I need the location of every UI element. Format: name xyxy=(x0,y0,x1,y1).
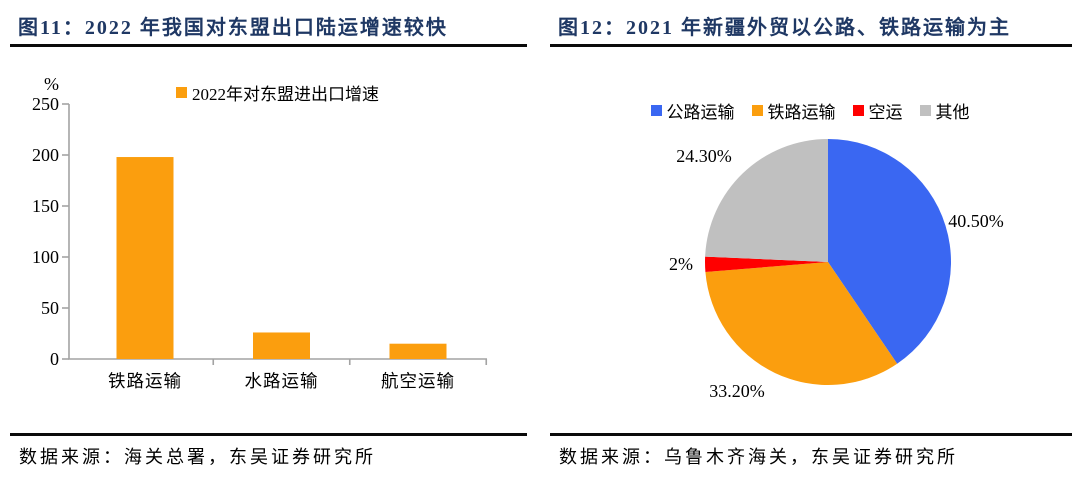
left-figure-title: 图11：2022 年我国对东盟出口陆运增速较快 xyxy=(18,17,448,39)
pie-label: 40.50% xyxy=(948,211,1004,231)
bar-水路运输 xyxy=(253,332,310,359)
legend-label: 2022年对东盟进出口增速 xyxy=(192,85,379,104)
pie-slice-公路运输 xyxy=(828,139,952,364)
y-axis-unit-label: % xyxy=(44,74,59,94)
footer-rule-left xyxy=(10,433,527,436)
pie-slice-空运 xyxy=(705,256,828,273)
pie-label: 33.20% xyxy=(709,381,765,401)
legend-swatch-icon xyxy=(751,105,763,116)
footer-rule-right xyxy=(550,433,1072,436)
legend-item-空运: 空运 xyxy=(852,98,903,123)
pie-label: 2% xyxy=(669,254,693,274)
pie-slice-其他 xyxy=(705,139,828,262)
y-tick-label: 50 xyxy=(41,298,59,318)
legend-label: 其他 xyxy=(935,103,970,122)
legend-item-2022年对东盟进出口增速: 2022年对东盟进出口增速 xyxy=(176,80,379,105)
pie-chart-svg: 40.50% 33.20% 2% 24.30% xyxy=(669,139,1004,401)
y-tick-label: 100 xyxy=(32,247,59,267)
title-rule-left xyxy=(10,44,527,47)
legend-swatch-icon xyxy=(176,87,187,98)
pie-label: 24.30% xyxy=(676,146,732,166)
legend-swatch-icon xyxy=(650,105,662,116)
bar-航空运输 xyxy=(389,343,447,359)
bar-铁路运输 xyxy=(116,157,174,359)
y-tick-label: 250 xyxy=(32,94,59,114)
right-source-text: 数据来源：乌鲁木齐海关，东吴证券研究所 xyxy=(559,447,958,467)
left-source-text: 数据来源：海关总署，东吴证券研究所 xyxy=(19,447,376,467)
title-rule-right xyxy=(550,44,1072,47)
x-category-label: 水路运输 xyxy=(245,371,319,391)
y-tick-label: 150 xyxy=(32,196,59,216)
pie-chart-legend: 公路运输 铁路运输 空运 其他 xyxy=(560,98,1060,123)
legend-label: 铁路运输 xyxy=(767,103,836,122)
legend-item-其他: 其他 xyxy=(919,98,970,123)
bar-chart-legend: 2022年对东盟进出口增速 xyxy=(176,80,379,105)
legend-label: 公路运输 xyxy=(666,103,735,122)
legend-label: 空运 xyxy=(868,103,903,122)
x-category-label: 铁路运输 xyxy=(108,371,182,391)
legend-item-公路运输: 公路运输 xyxy=(650,98,735,123)
pie-slice-铁路运输 xyxy=(705,262,898,386)
y-tick-label: 200 xyxy=(32,145,59,165)
bar-chart-svg: 0 50 100 150 200 250% 铁路运输 水路运输 航空运输 xyxy=(32,74,488,391)
legend-item-铁路运输: 铁路运输 xyxy=(751,98,836,123)
x-category-label: 航空运输 xyxy=(381,371,455,391)
legend-swatch-icon xyxy=(852,105,864,116)
legend-swatch-icon xyxy=(919,105,931,116)
y-tick-label: 0 xyxy=(50,349,59,369)
right-figure-title: 图12：2021 年新疆外贸以公路、铁路运输为主 xyxy=(558,17,1011,39)
